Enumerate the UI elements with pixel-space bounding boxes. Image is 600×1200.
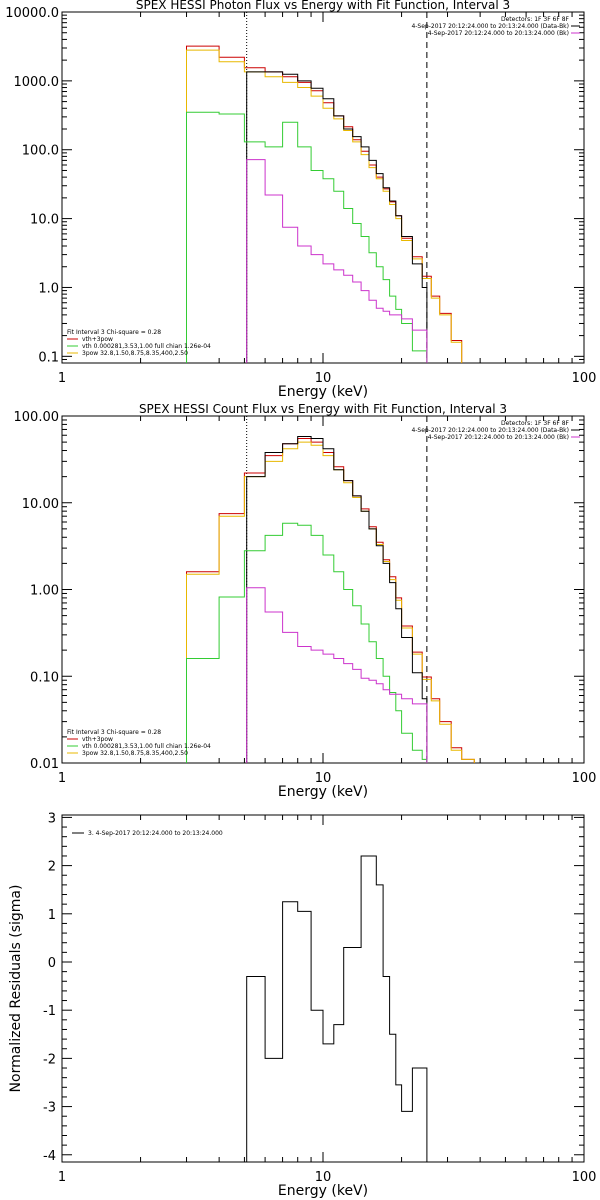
chart-title: SPEX HESSI Photon Flux vs Energy with Fi… xyxy=(136,0,510,12)
y-tick-label: -3 xyxy=(43,1101,56,1116)
x-axis-label: Energy (keV) xyxy=(278,784,368,800)
legend-top-text: 4-Sep-2017 20:12:24.000 to 20:13:24.000 … xyxy=(411,23,569,30)
y-tick-label: 0.10 xyxy=(30,670,59,685)
spectrum-series-3 xyxy=(246,436,428,763)
y-tick-label: 100.00 xyxy=(14,410,60,425)
chart-panel-1: SPEX HESSI Photon Flux vs Energy with Fi… xyxy=(5,0,596,400)
x-tick-label: 1 xyxy=(58,771,66,786)
legend-top-text: 4-Sep-2017 20:12:24.000 to 20:13:24.000 … xyxy=(428,30,569,37)
chart-title: SPEX HESSI Count Flux vs Energy with Fit… xyxy=(139,402,507,416)
spectrum-series-5 xyxy=(246,159,428,363)
legend-bottom-text: Fit Interval 3 Chi-square = 0.28 xyxy=(67,329,161,336)
y-tick-label: 2 xyxy=(48,860,56,875)
spectrum-series-2 xyxy=(186,441,475,763)
x-tick-label: 1 xyxy=(58,371,66,386)
legend-bottom-text: 3pow 32.8,1.50,8.75,8.35,400,2.50 xyxy=(82,750,188,757)
y-tick-label: 1.00 xyxy=(30,584,59,599)
y-tick-label: -2 xyxy=(43,1052,56,1067)
y-tick-label: -1 xyxy=(43,1004,56,1019)
spectrum-series-2 xyxy=(186,49,463,363)
chart-panel-2: SPEX HESSI Count Flux vs Energy with Fit… xyxy=(14,402,597,800)
chart-panel-3: 1 10 100 -4 -3 -2 -1 0 1 2 3 Energy (keV) Normalized… xyxy=(8,811,596,1199)
plot-frame xyxy=(61,814,585,1163)
x-tick-label: 10 xyxy=(315,771,332,786)
spectrum-series-3 xyxy=(246,71,428,363)
y-tick-label: 3 xyxy=(48,811,56,826)
legend-top-text: 4-Sep-2017 20:12:24.000 to 20:13:24.000 … xyxy=(428,434,569,441)
y-axis-label: Normalized Residuals (sigma) xyxy=(8,885,24,1093)
legend-bottom-text: 3pow 32.8,1.50,8.75,8.35,400,2.50 xyxy=(82,350,188,357)
y-tick-label: -4 xyxy=(43,1149,56,1164)
x-tick-label: 1 xyxy=(58,1170,66,1185)
legend-top-text: Detectors: 1F 3F 6F 8F xyxy=(501,16,570,23)
x-tick-label: 10 xyxy=(315,1170,332,1185)
y-tick-label: 1.0 xyxy=(38,281,59,296)
x-tick-label: 100 xyxy=(572,1170,597,1185)
y-tick-label: 0 xyxy=(48,956,56,971)
x-tick-label: 100 xyxy=(572,771,597,786)
x-axis-label: Energy (keV) xyxy=(278,384,368,400)
y-tick-label: 10000.0 xyxy=(5,6,59,21)
y-tick-label: 0.1 xyxy=(38,350,59,365)
y-tick-label: 1000.0 xyxy=(14,75,60,90)
legend-text: 3. 4-Sep-2017 20:12:24.000 to 20:13:24.0… xyxy=(88,830,223,837)
x-tick-label: 10 xyxy=(315,371,332,386)
spectrum-series-4 xyxy=(186,111,428,363)
y-tick-label: 0.01 xyxy=(30,757,59,772)
x-tick-label: 100 xyxy=(572,371,597,386)
legend-bottom-text: vth+3pow xyxy=(82,736,113,743)
y-tick-label: 1 xyxy=(48,908,56,923)
plot-frame xyxy=(61,415,585,764)
spectrum-series-1 xyxy=(246,855,428,1162)
y-tick-label: 10.0 xyxy=(30,213,59,228)
plot-frame xyxy=(61,11,585,364)
legend-top-text: 4-Sep-2017 20:12:24.000 to 20:13:24.000 … xyxy=(411,427,569,434)
legend-bottom-text: vth 0.000281,3.53,1.00 full chian 1.26e-… xyxy=(82,743,211,750)
legend-top-text: Detectors: 1F 3F 6F 8F xyxy=(501,420,570,427)
spectrum-series-1 xyxy=(186,45,463,363)
legend-bottom-text: vth+3pow xyxy=(82,336,113,343)
y-tick-label: 100.0 xyxy=(22,144,59,159)
y-tick-label: 10.00 xyxy=(22,497,59,512)
spectrum-series-1 xyxy=(186,438,475,763)
spectrum-series-4 xyxy=(186,522,428,763)
spectrum-series-5 xyxy=(246,587,428,763)
legend-bottom-text: vth 0.000281,3.53,1.00 full chian 1.26e-… xyxy=(82,343,211,350)
legend-bottom-text: Fit Interval 3 Chi-square = 0.28 xyxy=(67,729,161,736)
x-axis-label: Energy (keV) xyxy=(278,1183,368,1199)
